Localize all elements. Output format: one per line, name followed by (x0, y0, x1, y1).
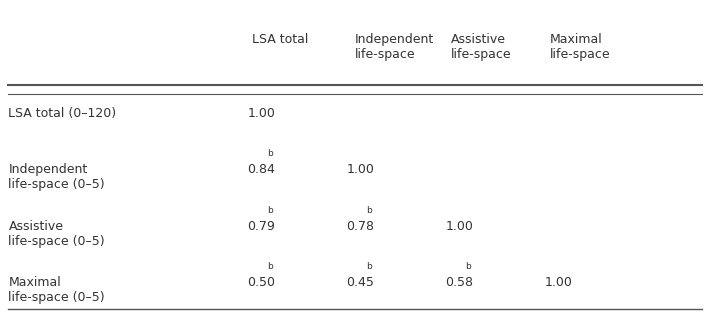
Text: LSA total (0–120): LSA total (0–120) (9, 107, 116, 120)
Text: Assistive
life-space: Assistive life-space (450, 33, 511, 61)
Text: b: b (267, 206, 273, 215)
Text: 1.00: 1.00 (545, 276, 572, 289)
Text: 0.84: 0.84 (248, 163, 275, 176)
Text: 0.78: 0.78 (346, 220, 374, 233)
Text: 1.00: 1.00 (445, 220, 474, 233)
Text: Maximal
life-space: Maximal life-space (550, 33, 610, 61)
Text: Assistive
life-space (0–5): Assistive life-space (0–5) (9, 220, 105, 248)
Text: Independent
life-space (0–5): Independent life-space (0–5) (9, 163, 105, 191)
Text: Maximal
life-space (0–5): Maximal life-space (0–5) (9, 276, 105, 304)
Text: 0.79: 0.79 (248, 220, 275, 233)
Text: 0.45: 0.45 (346, 276, 374, 289)
Text: 0.50: 0.50 (248, 276, 275, 289)
Text: 1.00: 1.00 (346, 163, 374, 176)
Text: LSA total: LSA total (253, 33, 309, 46)
Text: b: b (366, 262, 371, 271)
Text: b: b (366, 206, 371, 215)
Text: 1.00: 1.00 (248, 107, 275, 120)
Text: b: b (465, 262, 471, 271)
Text: b: b (267, 262, 273, 271)
Text: Independent
life-space: Independent life-space (355, 33, 435, 61)
Text: 0.58: 0.58 (445, 276, 474, 289)
Text: b: b (267, 149, 273, 158)
